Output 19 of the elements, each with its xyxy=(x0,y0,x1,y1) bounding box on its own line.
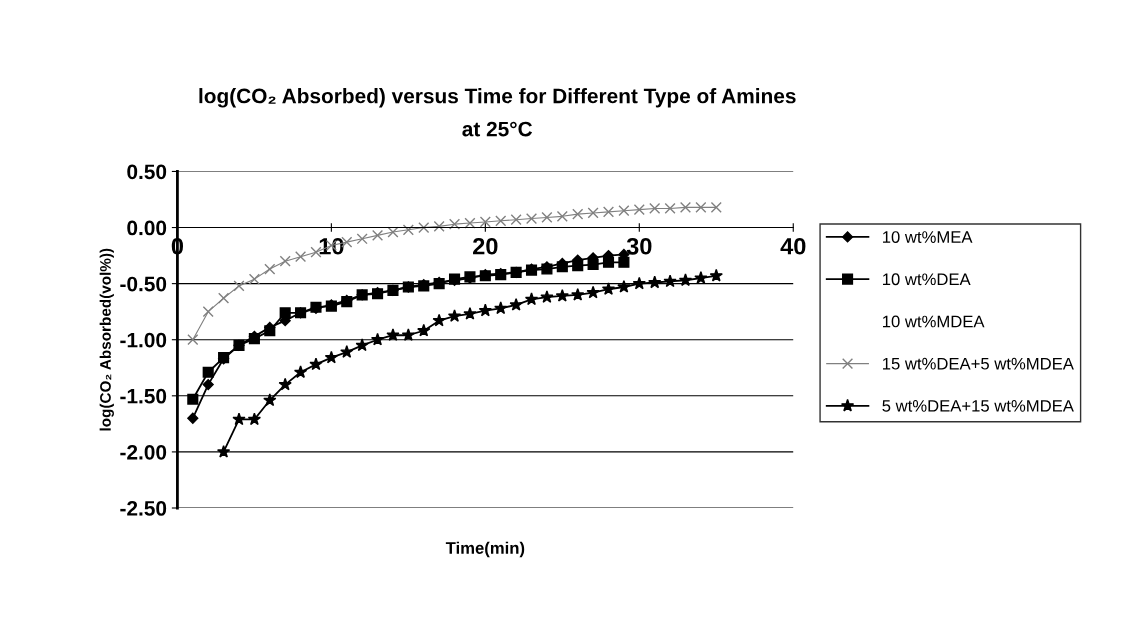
y-tick-label: 0.00 xyxy=(127,220,167,236)
legend-label: 10 wt%MEA xyxy=(883,231,973,243)
legend-label: 15 wt%DEA+5 wt%MDEA xyxy=(883,357,1074,370)
y-tick-label: -0.50 xyxy=(120,276,167,292)
chart-title: log(CO₂ Absorbed) versus Time for Different Type of Amines at 25°C xyxy=(199,88,796,137)
y-tick-label: -2.50 xyxy=(120,501,167,516)
y-tick-label: -1.50 xyxy=(120,388,167,404)
y-tick-label: 0.50 xyxy=(127,164,167,180)
text: 10 wt%MDEA xyxy=(883,315,985,328)
y-tick-label: -2.00 xyxy=(120,444,167,460)
legend-label: 10 wt%DEA xyxy=(883,273,971,286)
x-axis-title: Time(min) xyxy=(445,541,525,558)
legend-label: 5 wt%DEA+15 wt%MDEA xyxy=(882,400,1074,412)
x-tick-label: 10 xyxy=(319,237,344,255)
x-tick-label: 20 xyxy=(473,237,498,255)
y-tick-label: -1.00 xyxy=(120,332,167,348)
x-tick-label: 30 xyxy=(626,237,652,255)
y-axis-title: log(CO₂ Absorbed(vol%)) xyxy=(99,248,114,431)
x-tick-label: 40 xyxy=(780,237,806,255)
